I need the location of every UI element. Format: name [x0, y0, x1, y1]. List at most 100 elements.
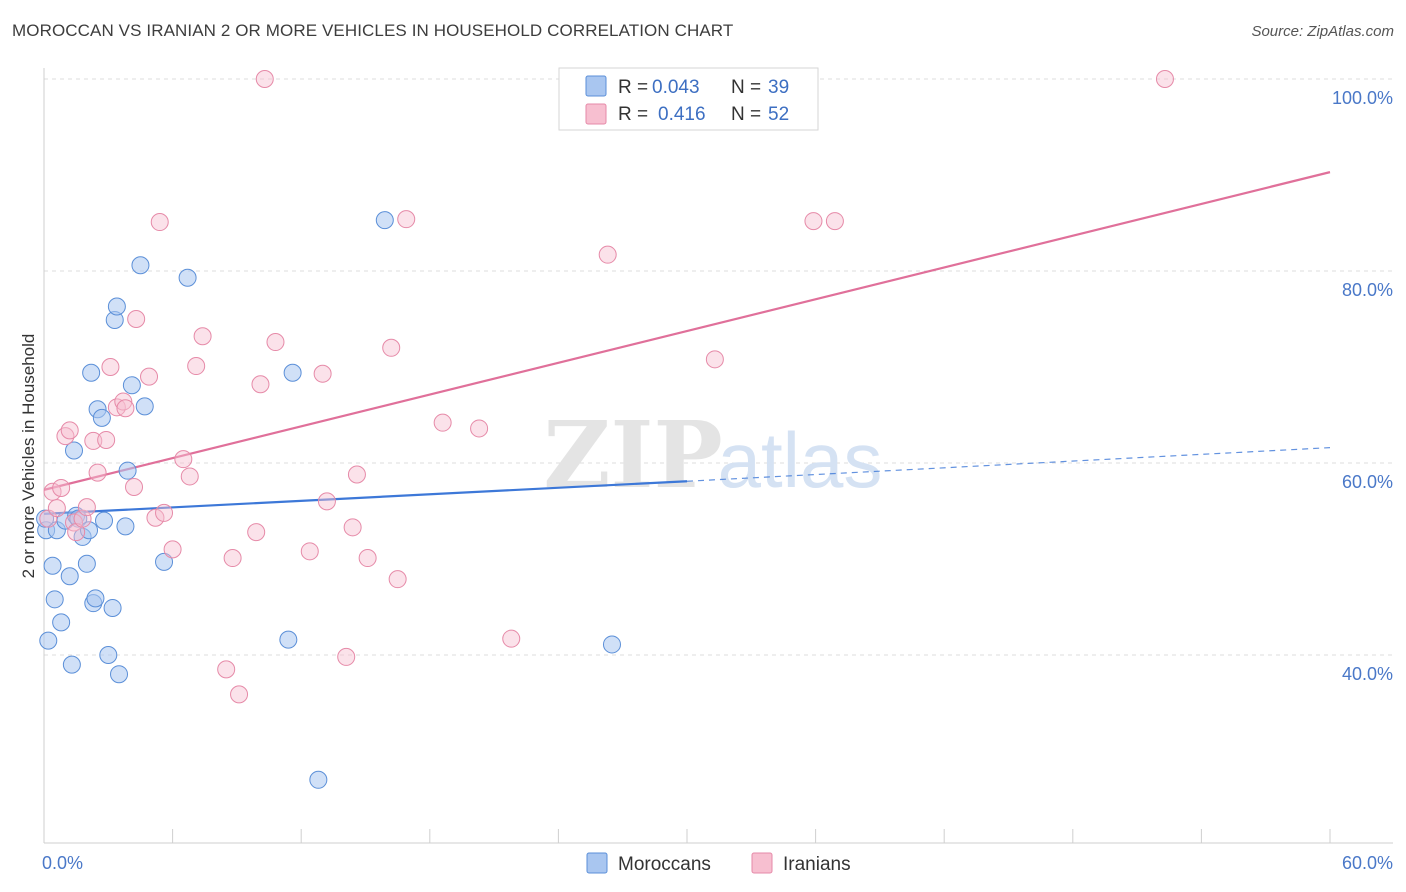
iranian-point	[804, 212, 823, 231]
iranian-point	[174, 450, 193, 469]
x-tick-label: 0.0%	[42, 853, 83, 873]
legend: R = 0.043 N = 39 R = 0.416 N = 52	[558, 67, 819, 131]
moroccan-point	[52, 613, 71, 632]
moroccan-point	[375, 211, 394, 230]
iranian-point	[347, 465, 366, 484]
iranian-point	[101, 358, 120, 376]
moroccan-point	[110, 665, 129, 684]
moroccan-point	[77, 554, 96, 573]
moroccan-point	[118, 461, 137, 480]
iranian-point	[163, 540, 182, 559]
legend-n-label-moroccans: N =	[731, 77, 761, 98]
iranian-point	[60, 421, 79, 440]
axes	[43, 68, 1393, 844]
bottom-legend-swatch-iranians	[751, 852, 773, 874]
y-axis-title: 2 or more Vehicles in Household	[19, 334, 38, 579]
chart-title: MOROCCAN VS IRANIAN 2 OR MORE VEHICLES I…	[12, 21, 734, 40]
iranian-point	[125, 478, 144, 496]
moroccan-point	[602, 635, 621, 654]
legend-n-value-iranians: 52	[768, 104, 789, 125]
bottom-legend-swatch-moroccans	[586, 852, 608, 874]
bottom-legend-moroccans: Moroccans	[618, 854, 711, 875]
moroccan-point	[99, 646, 118, 664]
iranian-point	[84, 431, 103, 450]
iranian-point	[470, 419, 489, 438]
iranian-point	[337, 647, 356, 666]
tick-labels: 40.0% 60.0% 80.0% 100.0% 0.0% 60.0%	[42, 88, 1393, 873]
moroccan-point	[131, 256, 150, 275]
moroccan-point	[45, 590, 64, 609]
iranian-point	[1155, 70, 1174, 88]
legend-n-value-moroccans: 39	[768, 77, 789, 98]
moroccan-point	[95, 511, 114, 530]
iranian-point	[313, 364, 332, 383]
iranian-point	[230, 685, 249, 704]
iranian-point	[88, 463, 107, 482]
legend-swatch-iranians	[585, 103, 607, 125]
iranian-point	[52, 478, 71, 497]
iranian-point	[187, 357, 206, 376]
moroccan-point	[107, 297, 126, 316]
moroccan-trend-extension	[686, 447, 1331, 482]
moroccan-point	[82, 363, 101, 382]
iranian-point	[598, 245, 617, 264]
iranian-point	[397, 210, 416, 229]
iranian-point	[77, 498, 96, 517]
moroccan-point	[279, 630, 298, 649]
moroccan-point	[60, 567, 79, 586]
y-tick-label: 40.0%	[1342, 664, 1393, 684]
iranian-point	[217, 660, 236, 679]
legend-r-value-iranians: 0.416	[658, 104, 706, 125]
iranian-point	[343, 518, 362, 537]
iranian-point	[317, 492, 336, 511]
y-tick-label: 60.0%	[1342, 472, 1393, 492]
legend-r-value-moroccans: 0.043	[652, 77, 700, 98]
bottom-legend: Moroccans Iranians	[586, 852, 851, 875]
iranian-point	[223, 549, 242, 568]
iranian-point	[73, 509, 92, 528]
watermark-atlas: atlas	[718, 416, 883, 504]
iranian-trend-line	[43, 171, 1331, 491]
bottom-legend-iranians: Iranians	[783, 854, 851, 875]
iranian-point	[155, 503, 174, 522]
iranian-point	[388, 570, 407, 589]
iranian-point	[358, 549, 377, 568]
iranian-point	[180, 467, 199, 486]
moroccan-point	[155, 552, 174, 571]
iranian-point	[127, 310, 146, 328]
x-tick-label: 60.0%	[1342, 853, 1393, 873]
moroccan-point	[86, 589, 105, 608]
moroccan-point	[103, 598, 122, 617]
y-tick-label: 100.0%	[1332, 88, 1393, 108]
moroccan-point	[178, 268, 197, 287]
iranian-point	[116, 399, 135, 418]
watermark-zip: ZIP	[543, 401, 722, 509]
moroccan-points	[36, 211, 621, 789]
legend-n-label-iranians: N =	[731, 104, 761, 125]
iranian-point	[825, 212, 844, 231]
moroccan-point	[92, 408, 111, 427]
iranian-point	[382, 338, 401, 357]
iranian-point	[433, 413, 452, 432]
iranian-point	[193, 327, 212, 346]
moroccan-point	[309, 770, 328, 789]
iranian-point	[502, 629, 521, 648]
moroccan-point	[65, 441, 84, 460]
moroccan-point	[283, 363, 302, 382]
moroccan-point	[116, 517, 135, 536]
moroccan-point	[43, 556, 62, 575]
iranian-point	[247, 523, 266, 542]
iranian-point	[266, 333, 285, 352]
legend-swatch-moroccans	[585, 75, 607, 97]
moroccan-point	[122, 376, 141, 395]
iranian-point	[705, 350, 724, 369]
iranian-point	[97, 430, 116, 449]
iranian-points	[39, 70, 1174, 704]
iranian-point	[114, 392, 133, 411]
iranian-point	[251, 375, 270, 394]
moroccan-point	[135, 397, 154, 416]
moroccan-point	[62, 655, 81, 674]
iranian-point	[300, 542, 319, 561]
moroccan-trend-line	[43, 480, 688, 515]
